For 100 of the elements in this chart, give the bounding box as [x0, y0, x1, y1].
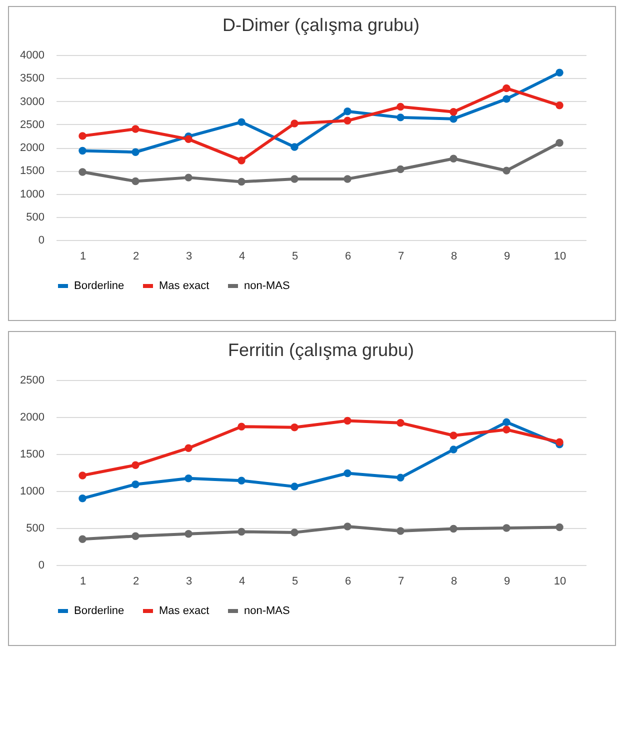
- point: [450, 108, 458, 116]
- point: [502, 418, 510, 426]
- point: [556, 102, 564, 110]
- point: [132, 461, 140, 469]
- point: [556, 523, 564, 532]
- point: [556, 438, 564, 446]
- point: [344, 522, 352, 530]
- legend-label: non-MAS: [244, 605, 290, 617]
- y-tick-label: 0: [38, 234, 44, 246]
- y-tick-label: 2000: [20, 142, 44, 154]
- x-tick-label: 9: [504, 250, 510, 262]
- x-tick-label: 10: [554, 576, 566, 588]
- point: [184, 530, 192, 538]
- point: [556, 139, 564, 147]
- x-tick-label: 7: [398, 576, 404, 588]
- point: [396, 165, 404, 174]
- point: [238, 118, 246, 126]
- x-tick-label: 1: [80, 250, 86, 262]
- point: [502, 95, 510, 103]
- point: [396, 527, 404, 535]
- point: [78, 146, 86, 155]
- y-tick-label: 2500: [20, 118, 44, 131]
- point: [290, 120, 298, 128]
- point: [344, 108, 352, 116]
- x-tick-label: 8: [450, 576, 458, 588]
- y-tick-label: 3000: [20, 96, 44, 108]
- x-tick-label: 1: [80, 576, 86, 588]
- x-tick-label: 3: [186, 250, 192, 262]
- point: [184, 474, 192, 482]
- x-tick-label: 2: [132, 250, 140, 262]
- y-tick-label: 500: [26, 522, 44, 534]
- chart-title: D-Dimer (çalışma grubu): [222, 15, 420, 35]
- point: [238, 178, 246, 186]
- point: [78, 472, 86, 480]
- point: [450, 154, 458, 162]
- x-tick-label: 5: [292, 576, 298, 588]
- point: [344, 469, 352, 478]
- point: [450, 524, 458, 533]
- x-tick-label: 4: [238, 250, 246, 262]
- point: [450, 432, 458, 440]
- point: [502, 426, 510, 434]
- point: [184, 174, 192, 182]
- y-tick-label: 2000: [20, 412, 44, 424]
- point: [78, 132, 86, 140]
- point: [290, 143, 298, 151]
- point: [344, 116, 352, 125]
- point: [238, 476, 246, 485]
- point: [290, 423, 298, 432]
- y-tick-label: 1000: [20, 486, 44, 498]
- point: [78, 168, 86, 176]
- chart-title: Ferritin (çalışma grubu): [228, 340, 414, 360]
- legend-label: non-MAS: [244, 280, 290, 292]
- y-tick-label: 1500: [20, 448, 44, 460]
- point: [396, 114, 404, 122]
- x-tick-label: 2: [132, 576, 140, 588]
- legend-label: Mas exact: [159, 605, 210, 617]
- x-tick-label: 10: [554, 250, 566, 262]
- point: [132, 125, 140, 133]
- point: [238, 528, 246, 536]
- point: [290, 175, 298, 183]
- y-tick-label: 4000: [20, 50, 44, 62]
- y-tick-label: 0: [38, 560, 44, 572]
- x-tick-label: 5: [292, 250, 298, 262]
- point: [238, 156, 246, 164]
- x-tick-label: 7: [398, 250, 404, 262]
- point: [396, 102, 404, 111]
- legend-label: Borderline: [74, 280, 124, 292]
- point: [556, 68, 564, 76]
- x-tick-label: 9: [504, 576, 510, 588]
- point: [132, 148, 140, 156]
- x-tick-label: 8: [450, 250, 458, 262]
- y-tick-label: 2500: [20, 374, 44, 386]
- point: [344, 175, 352, 183]
- point: [184, 135, 192, 144]
- legend-label: Borderline: [74, 605, 124, 617]
- point: [78, 494, 86, 502]
- point: [132, 177, 140, 186]
- point: [396, 474, 404, 482]
- y-tick-label: 500: [26, 211, 44, 224]
- point: [450, 114, 458, 123]
- x-tick-label: 3: [186, 576, 192, 588]
- y-tick-label: 1500: [20, 165, 44, 178]
- point: [184, 444, 192, 452]
- point: [132, 480, 140, 488]
- legend-label: Mas exact: [159, 280, 210, 292]
- point: [132, 532, 140, 540]
- y-tick-label: 3500: [20, 72, 44, 85]
- point: [78, 535, 86, 543]
- point: [290, 482, 298, 490]
- point: [502, 84, 510, 92]
- point: [396, 419, 404, 427]
- x-tick-label: 6: [344, 576, 352, 588]
- point: [290, 528, 298, 536]
- y-tick-label: 1000: [20, 188, 44, 200]
- point: [502, 166, 510, 174]
- point: [450, 446, 458, 454]
- x-tick-label: 6: [344, 250, 352, 262]
- point: [238, 422, 246, 430]
- point: [344, 416, 352, 425]
- point: [502, 524, 510, 532]
